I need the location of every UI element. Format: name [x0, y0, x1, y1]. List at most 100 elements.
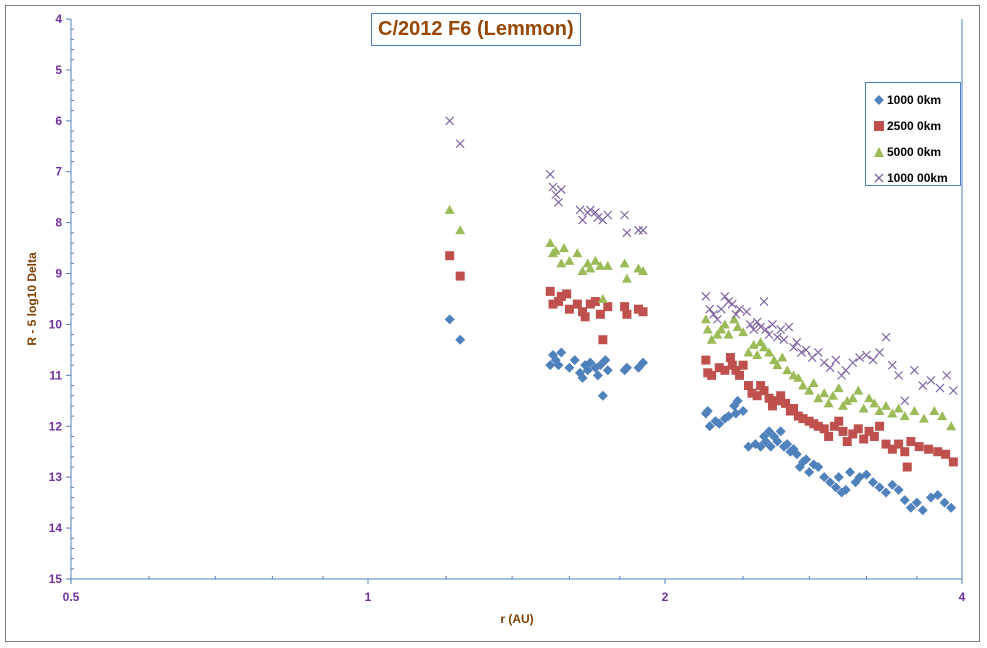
diamond-marker [819, 472, 830, 483]
diamond-marker [765, 441, 776, 452]
legend-label: 1000 0km [887, 93, 942, 107]
triangle-marker [764, 347, 775, 357]
square-marker [545, 286, 555, 296]
triangle-marker [813, 393, 824, 403]
diamond-marker [444, 314, 455, 325]
triangle-marker [837, 400, 848, 410]
x-marker [455, 139, 465, 149]
square-marker [894, 439, 904, 449]
x-tick-label: 4 [959, 590, 966, 604]
series-x [445, 116, 958, 406]
triangle-marker [842, 395, 853, 405]
diamond-marker [455, 334, 466, 345]
data-markers [444, 116, 958, 516]
triangle-marker [716, 324, 727, 334]
diamond-marker [782, 439, 793, 450]
legend-label: 2500 0km [887, 119, 942, 133]
triangle-marker [638, 266, 649, 275]
triangle-marker [556, 258, 567, 268]
x-marker [759, 297, 769, 306]
diamond-marker [714, 418, 725, 429]
triangle-marker [706, 334, 717, 344]
x-marker [789, 342, 799, 352]
square-marker [556, 291, 566, 301]
square-marker [572, 299, 582, 309]
series-square [445, 251, 958, 472]
x-marker [779, 335, 789, 345]
triangle-marker [782, 365, 793, 375]
x-marker [578, 215, 587, 225]
diamond-marker [577, 372, 588, 383]
triangle-marker [909, 406, 920, 415]
diamond-marker [556, 347, 567, 358]
legend-entry-100000km: 1000 00km [866, 165, 960, 191]
diamond-marker [905, 502, 916, 513]
x-marker [801, 345, 811, 355]
x-marker [727, 299, 737, 309]
triangle-marker [869, 398, 880, 408]
square-marker [798, 414, 808, 424]
y-tick-label: 12 [49, 419, 63, 433]
x-marker [926, 376, 936, 385]
triangle-marker [946, 421, 957, 431]
x-marker [837, 370, 847, 380]
triangle-marker [798, 380, 809, 390]
diamond-marker [738, 406, 749, 416]
x-marker [792, 337, 802, 347]
legend-entry-10000km: 1000 0km [866, 87, 960, 113]
diamond-marker [899, 495, 910, 506]
triangle-marker [597, 294, 608, 303]
square-marker [838, 426, 848, 436]
y-tick-label: 15 [49, 572, 63, 586]
square-marker [875, 421, 885, 431]
triangle-marker [759, 342, 770, 352]
diamond-marker [881, 487, 892, 498]
diamond-marker [801, 454, 812, 465]
x-marker [590, 208, 600, 217]
square-marker [707, 370, 717, 380]
diamond-marker [755, 441, 766, 452]
x-marker [841, 365, 851, 375]
diamond-marker [600, 355, 611, 366]
x-marker [724, 297, 734, 306]
diamond-marker [813, 462, 824, 472]
diamond-marker [861, 469, 872, 480]
diamond-marker [595, 360, 606, 371]
y-tick-label: 11 [49, 368, 62, 382]
x-marker [603, 210, 613, 220]
series-triangle [444, 204, 957, 431]
x-marker [881, 332, 891, 342]
y-tick-label: 4 [55, 12, 62, 26]
square-marker [622, 309, 632, 319]
diamond-marker [791, 449, 802, 460]
square-marker [756, 381, 766, 391]
x-marker [716, 304, 726, 314]
triangle-marker [702, 324, 713, 334]
triangle-marker [772, 360, 783, 370]
x-marker [900, 396, 910, 406]
square-marker [914, 442, 924, 452]
x-marker [756, 322, 766, 332]
x-marker [593, 213, 603, 222]
x-marker [942, 370, 952, 380]
diamond-marker [638, 357, 649, 368]
x-marker [868, 355, 878, 365]
triangle-marker [918, 413, 929, 423]
triangle-marker [858, 403, 869, 413]
diamond-marker [553, 360, 564, 371]
chart-title: C/2012 F6 (Lemmon) [371, 13, 581, 46]
diamond-marker [946, 502, 957, 513]
square-marker [764, 393, 774, 403]
square-marker [455, 271, 465, 281]
x-marker-icon [874, 173, 884, 183]
square-marker [813, 421, 823, 431]
triangle-marker [752, 350, 763, 359]
square-marker [819, 424, 829, 434]
x-marker [807, 353, 817, 362]
square-marker [747, 388, 757, 398]
square-marker [902, 462, 912, 472]
triangle-marker [572, 248, 583, 258]
diamond-marker [585, 357, 596, 368]
x-marker [712, 314, 722, 324]
triangle-marker [808, 378, 819, 387]
